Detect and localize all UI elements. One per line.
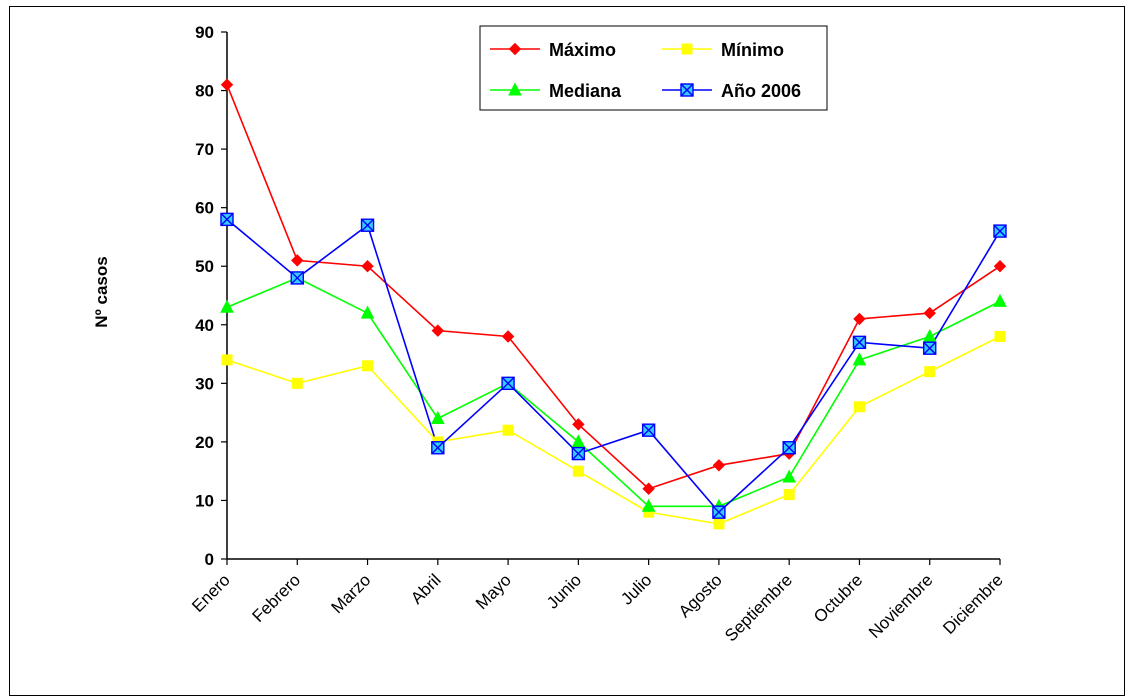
series-lines [226,84,1001,525]
marker-cross [680,83,694,97]
marker-cross [923,341,937,355]
legend-marker [508,82,522,96]
data-point [641,423,656,437]
marker-cross [782,441,796,455]
data-point [642,482,655,495]
data-point [922,328,937,342]
legend-label: Máximo [549,40,616,60]
legend-label: Mediana [549,81,622,101]
series-line [226,335,1001,525]
line-chart: 0 10 20 30 40 50 60 70 80 90 Enero Febrero Marzo Abr… [92,23,1007,645]
data-point [782,441,796,455]
x-tick-label: Abril [407,570,444,607]
x-tick-label: Marzo [328,570,375,617]
data-point [993,224,1007,238]
y-tick-label: 30 [195,374,214,393]
y-tick-label: 80 [195,82,214,101]
legend-marker [680,83,694,97]
x-tick-label: Septiembre [721,570,796,645]
data-point [713,518,725,530]
legend-label: Año 2006 [721,81,801,101]
y-axis-ticks: 0 10 20 30 40 50 60 70 80 90 [195,23,227,569]
data-point [853,312,866,326]
marker-cross [642,423,656,437]
data-point [993,260,1007,273]
marker-cross [290,271,304,285]
data-point [783,489,795,501]
y-tick-label: 20 [195,433,214,452]
y-tick-label: 0 [205,550,214,569]
x-tick-label: Junio [543,570,585,612]
y-tick-label: 10 [195,491,214,510]
data-point [221,354,233,366]
marker-cross [431,441,445,455]
data-point [852,352,867,366]
data-point [501,376,515,391]
data-point [712,505,726,519]
y-tick-label: 50 [195,257,214,276]
y-axis-title: Nº casos [92,256,111,327]
data-point [852,335,867,350]
data-point [361,260,374,273]
x-tick-label: Agosto [675,570,726,621]
data-point [220,78,234,91]
data-point [571,434,586,448]
data-point [291,377,303,389]
data-point [431,441,445,455]
data-point [360,305,375,319]
data-point [923,341,937,355]
data-point [572,418,585,431]
data-point [994,330,1006,342]
marker-cross [361,218,375,232]
data-point [782,469,797,483]
data-point [571,446,586,461]
x-axis-ticks: Enero Febrero Marzo Abril Mayo Junio Julio Agos… [188,559,1007,645]
data-point [853,401,865,413]
data-point [431,324,445,337]
data-point [993,293,1007,307]
legend: Máximo Mínimo Mediana Año 2006 [479,25,828,111]
data-point [502,424,514,436]
axes [226,32,1000,560]
y-tick-label: 40 [195,316,214,335]
data-point [220,299,234,313]
marker-cross [993,224,1007,238]
marker-cross [712,505,726,519]
data-point [501,330,515,343]
legend-marker [508,42,522,56]
series-markers [220,78,1007,530]
legend-label: Mínimo [721,40,784,60]
x-tick-label: Octubre [810,570,866,626]
marker-cross [852,335,866,349]
data-point [924,366,936,378]
marker-cross [220,212,234,226]
marker-cross [501,376,515,390]
data-point [291,254,304,267]
data-point [360,218,375,232]
data-point [923,306,936,320]
x-tick-label: Enero [188,570,234,616]
x-tick-label: Julio [617,570,655,608]
y-tick-label: 90 [195,23,214,42]
marker-cross [571,447,585,461]
data-point [290,271,304,285]
legend-marker [681,43,693,55]
data-point [572,465,584,477]
series-line [226,277,1001,508]
x-tick-label: Mayo [472,570,515,613]
y-tick-label: 70 [195,140,214,159]
data-point [362,360,374,372]
legend-box [479,25,828,111]
chart-frame: 0 10 20 30 40 50 60 70 80 90 Enero Febrero Marzo Abr… [9,6,1125,696]
x-tick-label: Diciembre [939,570,1007,638]
data-point [430,410,445,424]
data-point [641,498,656,512]
x-tick-label: Noviembre [865,570,937,642]
series-line [226,84,1001,490]
x-tick-label: Febrero [249,570,305,626]
series-line [226,218,1001,514]
y-tick-label: 60 [195,199,214,218]
data-point [220,212,234,227]
data-point [712,459,726,472]
